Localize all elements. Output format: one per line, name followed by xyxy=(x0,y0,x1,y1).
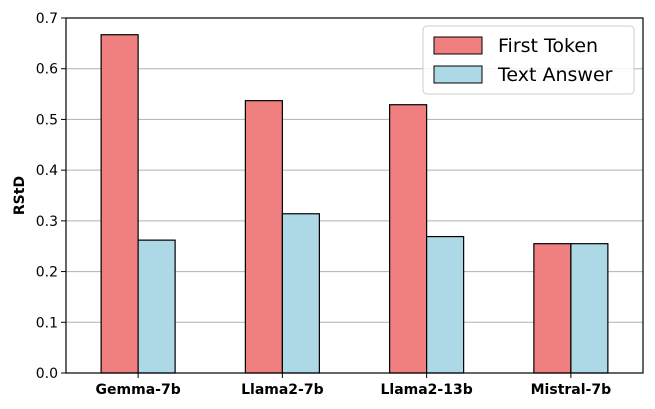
y-tick-label: 0.2 xyxy=(36,265,58,281)
x-tick-label: Mistral-7b xyxy=(531,382,611,398)
x-tick-label: Llama2-13b xyxy=(380,382,472,398)
legend-label-first-token: First Token xyxy=(498,35,598,57)
y-tick-label: 0.3 xyxy=(36,214,58,230)
x-tick-label: Gemma-7b xyxy=(96,382,181,398)
bar-first-token-gemma-7b xyxy=(100,34,139,374)
y-tick-label: 0.1 xyxy=(36,315,58,331)
bar-first-token-mistral-7b xyxy=(533,243,572,374)
legend-swatch-text-answer xyxy=(433,65,483,84)
bar-text-answer-llama2-7b xyxy=(281,213,320,374)
x-tick-label: Llama2-7b xyxy=(241,382,324,398)
y-tick-label: 0.6 xyxy=(36,62,58,78)
y-tick-label: 0.5 xyxy=(36,112,58,128)
legend-label-text-answer: Text Answer xyxy=(497,64,613,86)
bars xyxy=(100,34,609,374)
y-tick-label: 0.4 xyxy=(36,163,58,179)
x-ticks: Gemma-7b Llama2-7b Llama2-13b Mistral-7b xyxy=(96,373,611,398)
bar-first-token-llama2-13b xyxy=(389,104,428,374)
legend-swatch-first-token xyxy=(433,36,483,55)
bar-text-answer-mistral-7b xyxy=(570,243,609,374)
y-axis-label: RStD xyxy=(12,176,28,215)
bar-text-answer-gemma-7b xyxy=(137,239,176,374)
y-tick-label: 0.0 xyxy=(36,366,58,382)
plot-frame xyxy=(65,17,644,374)
y-tick-label: 0.7 xyxy=(36,11,58,27)
bar-text-answer-llama2-13b xyxy=(426,235,465,374)
bar-first-token-llama2-7b xyxy=(244,100,283,374)
y-ticks: 0.0 0.1 0.2 0.3 0.4 0.5 0.6 0.7 xyxy=(36,11,66,382)
legend: First Token Text Answer xyxy=(422,25,635,95)
